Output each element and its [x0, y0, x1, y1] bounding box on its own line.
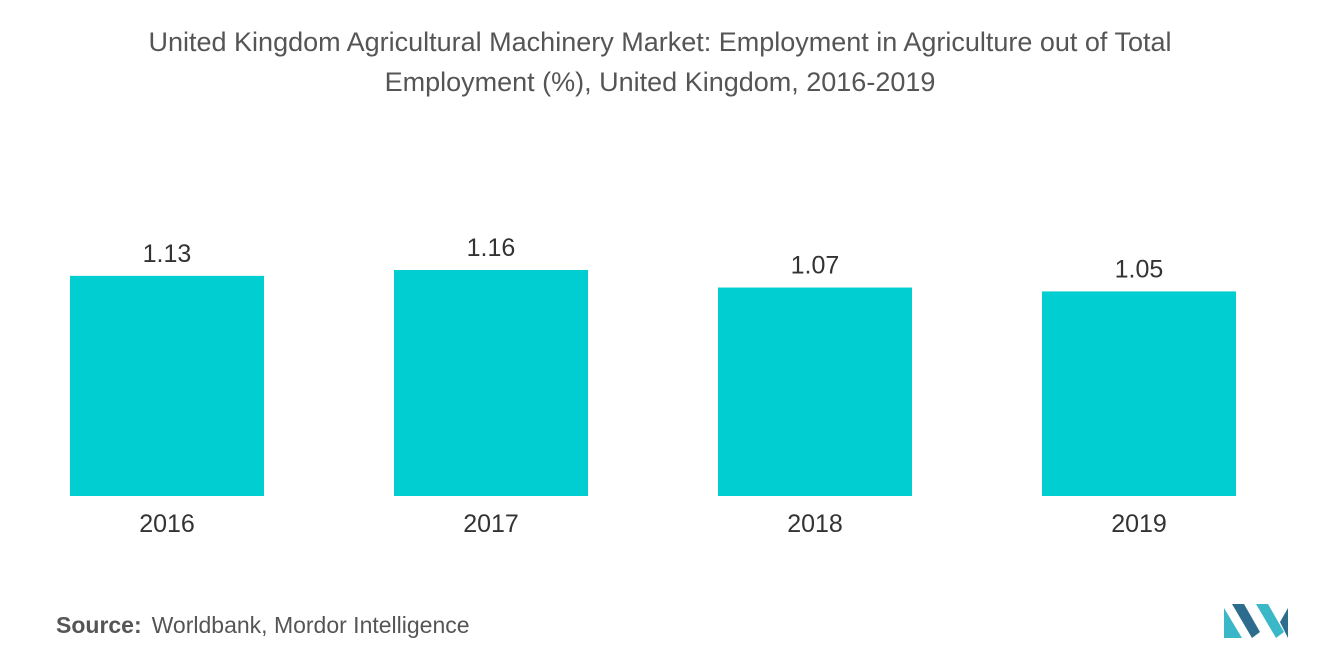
bar-2016 [70, 275, 264, 496]
source-text: Worldbank, Mordor Intelligence [151, 612, 470, 638]
data-label-2018: 1.07 [791, 252, 840, 280]
logo-shape-right [1280, 608, 1288, 638]
data-label-2019: 1.05 [1115, 255, 1164, 283]
logo-shape-mid-right [1256, 604, 1284, 638]
logo-shape-mid-left [1232, 604, 1260, 638]
chart-title: United Kingdom Agricultural Machinery Ma… [0, 22, 1320, 102]
bar-2019 [1042, 291, 1236, 496]
bar-chart: 1.13 2016 1.16 2017 1.07 2018 1.05 2019 [70, 234, 1236, 538]
mordor-intelligence-logo-icon [1224, 604, 1288, 638]
source-note: Source: Worldbank, Mordor Intelligence [56, 612, 470, 639]
chart-title-line-2: Employment (%), United Kingdom, 2016-201… [384, 67, 936, 97]
x-tick-label-2016: 2016 [139, 510, 195, 538]
x-tick-label-2019: 2019 [1111, 510, 1167, 538]
logo-shape-left [1224, 608, 1242, 638]
source-label: Source: [56, 612, 142, 638]
data-label-2017: 1.16 [467, 234, 516, 262]
bar-2017 [394, 270, 588, 496]
x-tick-label-2017: 2017 [463, 510, 519, 538]
chart-title-line-1: United Kingdom Agricultural Machinery Ma… [148, 27, 1172, 57]
bar-2018 [718, 287, 912, 496]
data-label-2016: 1.13 [143, 240, 192, 268]
x-tick-label-2018: 2018 [787, 510, 843, 538]
